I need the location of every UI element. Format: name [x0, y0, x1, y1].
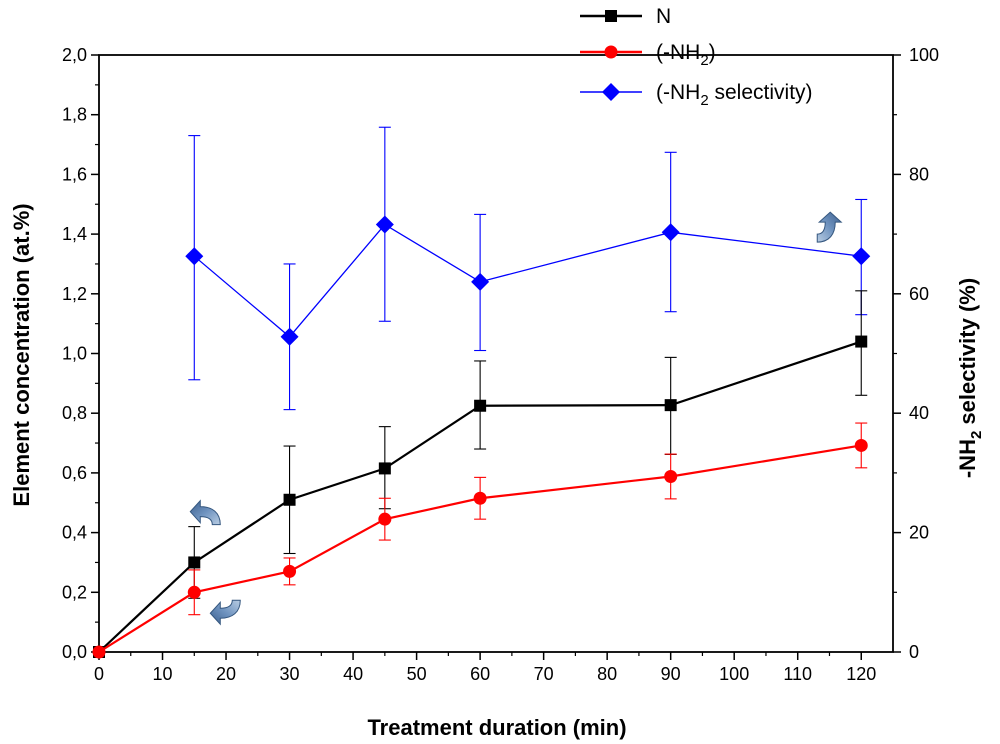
- legend-item: N: [580, 5, 671, 28]
- data-point: [473, 491, 487, 505]
- y-axis-left-title: Element concentration (at.%): [9, 203, 34, 506]
- legend-label-sub: 2: [700, 52, 708, 69]
- y-left-tick-label: 1,8: [62, 105, 87, 125]
- y-axis-right-title-main: -NH: [955, 439, 980, 478]
- legend-label-main: (-NH: [656, 81, 700, 104]
- x-tick-label: 20: [216, 664, 236, 684]
- legend-label: N: [656, 5, 671, 28]
- legend: N(-NH2)(-NH2 selectivity): [580, 5, 813, 109]
- x-tick-label: 90: [661, 664, 681, 684]
- x-tick-label: 120: [846, 664, 876, 684]
- data-point: [92, 645, 106, 659]
- y-left-tick-label: 0,0: [62, 642, 87, 662]
- data-point: [187, 585, 201, 599]
- x-tick-label: 110: [783, 664, 812, 684]
- x-tick-label: 80: [597, 664, 617, 684]
- data-point: [283, 493, 296, 506]
- data-point: [474, 399, 487, 412]
- legend-item: (-NH2): [580, 41, 716, 69]
- x-tick-label: 10: [153, 664, 173, 684]
- curved-arrow-shape: [189, 499, 221, 526]
- legend-label-rest: selectivity): [709, 81, 813, 104]
- series-layer: [92, 126, 871, 659]
- y-left-tick-label: 2,0: [62, 45, 87, 65]
- y-axis-right-title-rest: selectivity (%): [955, 278, 980, 431]
- y-right-tick-label: 100: [909, 45, 939, 65]
- y-axis-right-title-sub: 2: [968, 431, 985, 439]
- legend-label-rest: ): [709, 41, 716, 64]
- y-axis-left: 0,0 0,2 0,4 0,6 0,8 1,0 1,2 1,4 1,6 1,8 2,0: [62, 45, 99, 662]
- y-right-tick-label: 0: [909, 642, 919, 662]
- data-point: [378, 462, 391, 475]
- y-left-tick-label: 1,4: [62, 224, 87, 244]
- legend-label-sub: 2: [700, 92, 708, 109]
- y-left-tick-label: 0,4: [62, 523, 87, 543]
- legend-marker: [605, 10, 617, 22]
- x-axis: 0 10 20 30 40 50 60 70 80 90 100 110 120: [94, 652, 876, 684]
- data-point: [185, 247, 204, 266]
- y-right-tick-label: 40: [909, 403, 929, 423]
- y-right-tick-label: 20: [909, 523, 929, 543]
- data-point: [471, 272, 490, 291]
- x-tick-label: 40: [343, 664, 363, 684]
- data-point: [280, 327, 299, 346]
- data-point: [188, 556, 201, 569]
- legend-label-main: N: [656, 5, 671, 28]
- x-tick-label: 60: [470, 664, 490, 684]
- x-tick-label: 0: [94, 664, 104, 684]
- legend-marker: [602, 83, 620, 101]
- data-point: [378, 512, 392, 526]
- curved-arrow-shape: [209, 599, 241, 626]
- x-tick-label: 100: [719, 664, 749, 684]
- plot-frame: [98, 54, 894, 653]
- data-point: [375, 215, 394, 234]
- data-point: [854, 438, 868, 452]
- data-point: [664, 469, 678, 483]
- y-right-tick-label: 80: [909, 164, 929, 184]
- curved-arrow-icon: [189, 499, 221, 526]
- plot-border: [98, 54, 894, 653]
- legend-marker: [604, 45, 618, 59]
- curved-arrow-shape: [816, 211, 843, 243]
- curved-arrow-icon: [209, 599, 241, 626]
- y-left-tick-label: 0,2: [62, 582, 87, 602]
- annotation-layer: [189, 211, 843, 626]
- series-nh2-selectivity: [185, 126, 871, 411]
- data-point: [852, 247, 871, 266]
- y-right-tick-label: 60: [909, 284, 929, 304]
- series-nh2: [92, 422, 868, 659]
- x-tick-label: 30: [280, 664, 300, 684]
- y-left-tick-label: 1,6: [62, 164, 87, 184]
- legend-item: (-NH2 selectivity): [580, 81, 813, 109]
- curved-arrow-icon: [816, 211, 843, 243]
- data-point: [664, 399, 677, 412]
- x-tick-label: 50: [407, 664, 427, 684]
- data-point: [661, 223, 680, 242]
- legend-label-main: (-NH: [656, 41, 700, 64]
- y-left-tick-label: 1,2: [62, 284, 87, 304]
- series-line: [193, 223, 862, 338]
- legend-label: (-NH2 selectivity): [656, 81, 813, 109]
- legend-label: (-NH2): [656, 41, 716, 69]
- data-point: [283, 564, 297, 578]
- y-axis-right: 0 20 40 60 80 100: [893, 45, 939, 662]
- y-axis-right-title: -NH2 selectivity (%): [955, 278, 985, 478]
- data-point: [855, 335, 868, 348]
- x-tick-label: 70: [534, 664, 554, 684]
- y-left-tick-label: 0,8: [62, 403, 87, 423]
- y-left-tick-label: 1,0: [62, 344, 87, 364]
- y-left-tick-label: 0,6: [62, 463, 87, 483]
- x-axis-title: Treatment duration (min): [367, 715, 626, 740]
